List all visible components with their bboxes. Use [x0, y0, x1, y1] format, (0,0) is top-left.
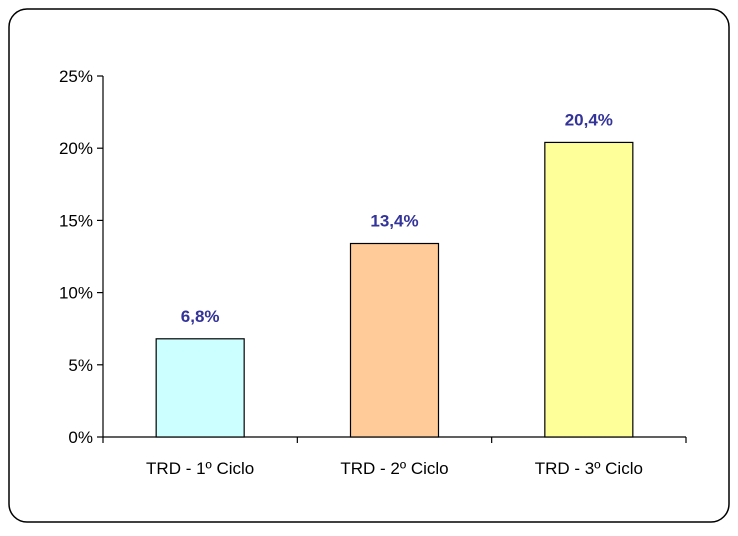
bar: [349, 242, 440, 438]
bars: [155, 141, 634, 438]
x-ticks: TRD - 1º Ciclo TRD - 2º Ciclo TRD - 3º Cic…: [102, 437, 687, 478]
y-ticks: 0% 5% 10% 15% 20% 25%: [59, 67, 103, 447]
x-tick-label: TRD - 1º Ciclo: [146, 459, 254, 478]
x-tick-label: TRD - 3º Ciclo: [535, 459, 643, 478]
bar: [155, 338, 245, 438]
y-tick-label: 0%: [68, 428, 93, 447]
y-tick-label: 15%: [59, 211, 93, 230]
data-label: 6,8%: [181, 307, 220, 326]
bar: [544, 141, 634, 438]
data-label: 13,4%: [370, 212, 418, 231]
y-tick-label: 5%: [68, 356, 93, 375]
data-labels: 6,8% 13,4% 20,4%: [181, 110, 613, 325]
y-tick-label: 10%: [59, 284, 93, 303]
y-tick-label: 25%: [59, 67, 93, 86]
y-tick-label: 20%: [59, 139, 93, 158]
data-label: 20,4%: [565, 110, 613, 129]
x-tick-label: TRD - 2º Ciclo: [340, 459, 448, 478]
